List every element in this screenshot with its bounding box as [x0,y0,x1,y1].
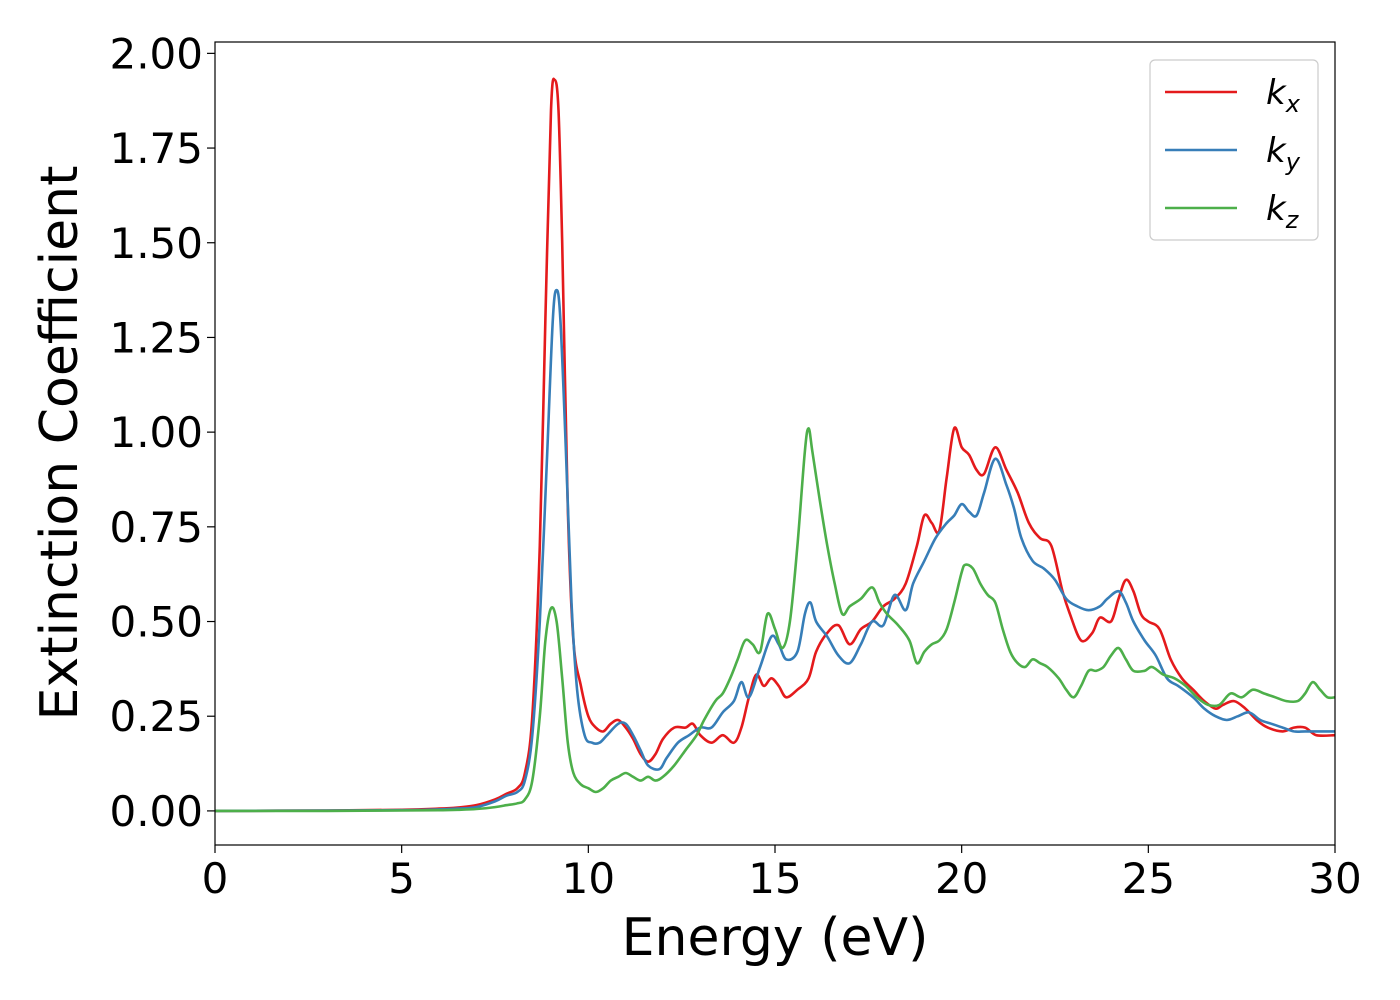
y-tick-label: 1.75 [109,124,203,173]
y-tick-label: 0.00 [109,787,203,836]
y-tick-label: 2.00 [109,29,203,78]
x-axis: 0 5 10 15 20 25 30 [202,845,1362,903]
x-tick-label: 25 [1122,854,1175,903]
legend-label-kz: kz [1266,189,1300,234]
y-tick-label: 1.50 [109,219,203,268]
x-tick-label: 20 [935,854,988,903]
y-tick-label: 1.00 [109,408,203,457]
y-axis-label: Extinction Coefficient [30,166,90,721]
x-axis-label: Energy (eV) [622,908,929,968]
x-tick-label: 5 [388,854,415,903]
series-line-ky [215,288,1335,813]
legend-label-kx: kx [1266,73,1301,118]
legend-label-ky: ky [1266,131,1301,176]
x-tick-label: 30 [1308,854,1361,903]
series-line-kx [215,77,1335,813]
x-tick-label: 15 [748,854,801,903]
y-tick-label: 1.25 [109,313,203,362]
y-tick-label: 0.25 [109,692,203,741]
series-line-kz [215,427,1335,813]
y-tick-label: 0.50 [109,598,203,647]
y-axis: 0.00 0.25 0.50 0.75 1.00 1.25 1.50 1.75 2.00 [109,29,215,836]
x-tick-label: 0 [202,854,229,903]
legend: kx ky kz [1149,59,1319,241]
series-layer [215,77,1335,813]
y-tick-label: 0.75 [109,503,203,552]
x-tick-label: 10 [562,854,615,903]
